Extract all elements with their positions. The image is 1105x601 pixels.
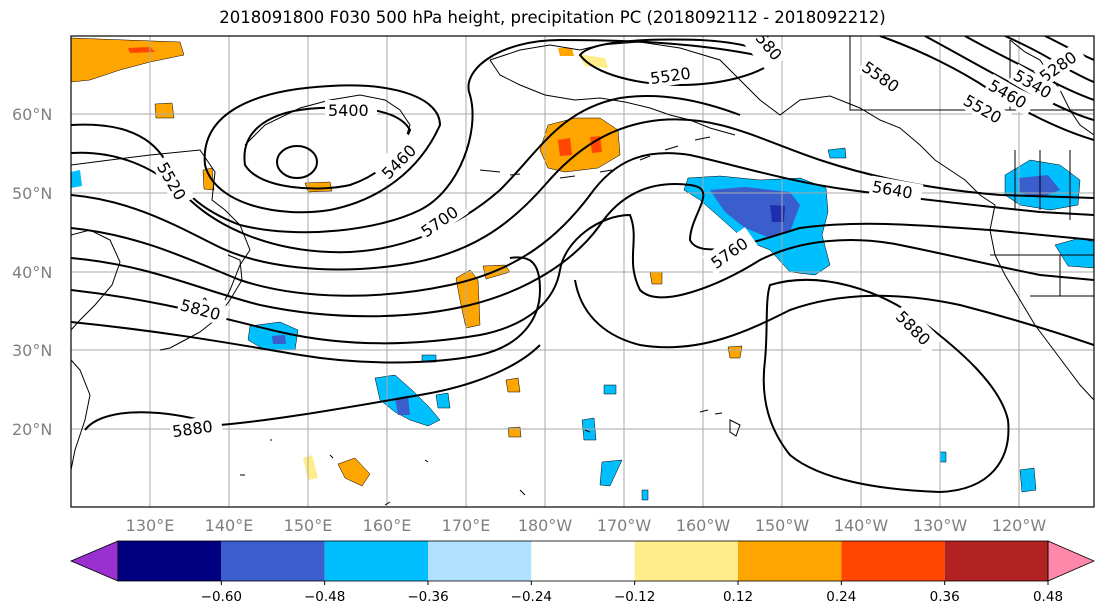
colorbar-extend-low: [69, 540, 119, 582]
lon-label: 150°E: [284, 516, 333, 535]
lon-label: 160°E: [363, 516, 412, 535]
colorbar-tick-label: 0.24: [826, 589, 856, 601]
lon-label: 130°W: [913, 516, 968, 535]
lon-label: 170°W: [597, 516, 652, 535]
contour-5460: [203, 84, 442, 214]
contour-label: 5400: [328, 101, 369, 120]
lon-label: 140°E: [205, 516, 254, 535]
colorbar-tick-label: −0.36: [407, 589, 448, 601]
colorbar-segment: [118, 541, 222, 581]
lon-label: 140°W: [834, 516, 889, 535]
lat-label: 60°N: [12, 105, 52, 124]
longitude-labels: 130°E 140°E 150°E 160°E 170°E 180°W 170°…: [126, 516, 1047, 535]
lat-label: 30°N: [12, 341, 52, 360]
colorbar-tick-label: 0.48: [1033, 589, 1063, 601]
colorbar-tick-label: 0.36: [930, 589, 960, 601]
contour-5820: [71, 256, 542, 364]
lat-label: 50°N: [12, 184, 52, 203]
lon-label: 160°W: [676, 516, 731, 535]
colorbar-segment: [428, 541, 532, 581]
contour-5880: [84, 344, 541, 431]
colorbar-segment: [324, 541, 428, 581]
precip-positive-patch: [539, 117, 621, 173]
colorbar-segment: [738, 541, 842, 581]
colorbar-segment: [841, 541, 945, 581]
colorbar-segment: [634, 541, 738, 581]
precip-shading: [71, 37, 1094, 501]
lat-label: 20°N: [12, 420, 52, 439]
latitude-labels: 60°N 50°N 40°N 30°N 20°N: [12, 105, 52, 439]
colorbar-frame: [117, 540, 1049, 582]
colorbar-tick-label: −0.60: [201, 589, 242, 601]
map-frame: [70, 35, 1095, 508]
colorbar-tick-label: −0.24: [511, 589, 552, 601]
contour-5700: [71, 183, 1094, 318]
contour-5400: [243, 106, 412, 190]
colorbar-tick-label: −0.48: [304, 589, 345, 601]
precip-positive-patch: [71, 37, 185, 83]
lon-label: 120°W: [992, 516, 1047, 535]
lat-label: 40°N: [12, 263, 52, 282]
lon-label: 170°E: [442, 516, 491, 535]
contour-5640: [71, 152, 1094, 297]
colorbar-extend-high: [1047, 540, 1096, 582]
lon-label: 130°E: [126, 516, 175, 535]
colorbar-segment: [221, 541, 325, 581]
colorbar: −0.60 −0.48 −0.36 −0.24 −0.12 0.12 0.24 0.36 0.4…: [69, 540, 1096, 601]
contour-5760: [71, 213, 1094, 345]
lon-label: 180°W: [518, 516, 573, 535]
precip-positive-patch: [128, 47, 155, 53]
colorbar-tick-label: 0.12: [723, 589, 753, 601]
colorbar-segment: [531, 541, 635, 581]
colorbar-segment: [944, 541, 1048, 581]
lon-label: 150°W: [755, 516, 810, 535]
colorbar-tick-label: −0.12: [614, 589, 655, 601]
map-title: 2018091800 F030 500 hPa height, precipit…: [219, 8, 886, 27]
